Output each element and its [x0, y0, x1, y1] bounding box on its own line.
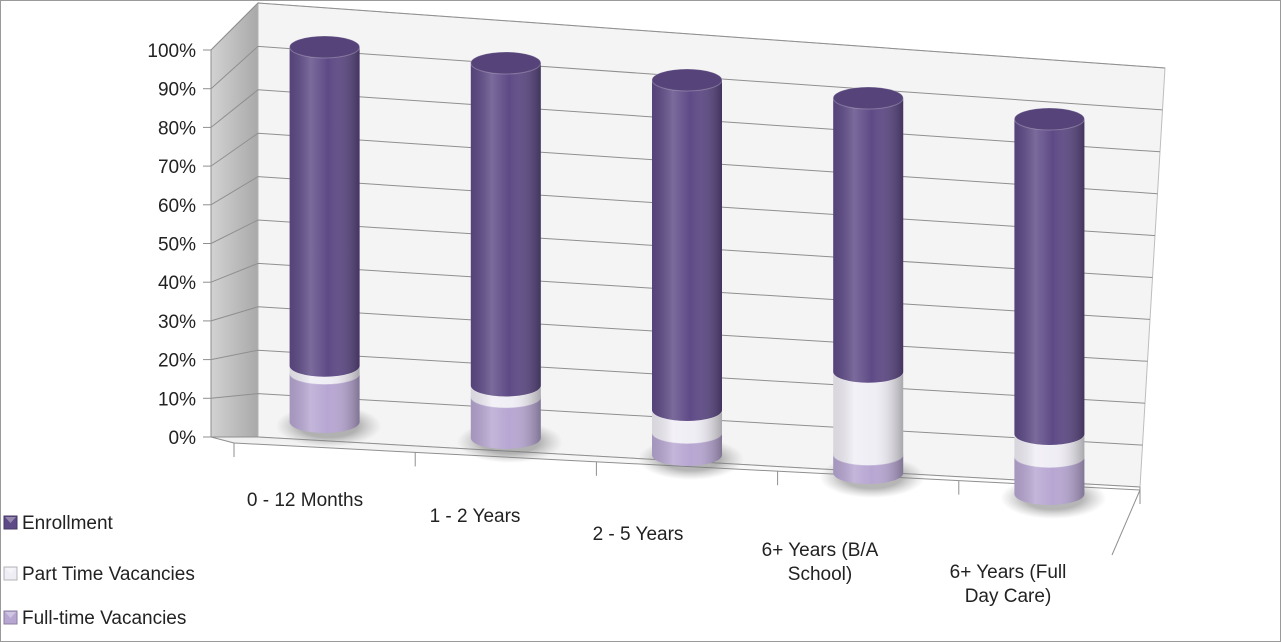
y-tick-label: 0%	[169, 428, 197, 449]
segment-shading	[833, 371, 904, 466]
bar-segment	[651, 68, 723, 421]
segment-cap	[289, 35, 361, 59]
segment-cap	[470, 51, 542, 75]
segment-cap	[651, 68, 723, 92]
y-tick-label: 40%	[158, 273, 196, 294]
legend-swatch	[3, 566, 18, 581]
segment-shading	[289, 373, 360, 433]
legend-label: Enrollment	[22, 513, 114, 534]
legend-swatch	[3, 610, 18, 625]
segment-shading	[1014, 119, 1085, 446]
y-tick-label: 30%	[158, 312, 196, 333]
cylinder-bar	[638, 68, 744, 480]
segment-shading	[289, 47, 360, 377]
cylinder-bars	[275, 35, 1107, 519]
y-tick-label: 60%	[158, 196, 196, 217]
legend-item: Full-time Vacancies	[3, 608, 186, 629]
axes	[203, 49, 1141, 556]
y-tick-label: 50%	[158, 235, 196, 256]
y-tick-label: 80%	[158, 118, 196, 139]
legend-swatch-highlight	[5, 568, 16, 574]
segment-cap	[1013, 107, 1085, 131]
x-category-label: 6+ Years (Full Day Care)	[950, 562, 1067, 607]
cylinder-bar	[456, 51, 563, 463]
x-axis-end-edge	[1111, 489, 1141, 556]
x-category-label: 6+ Years (B/A School)	[762, 540, 879, 585]
bar-segment	[1013, 107, 1085, 446]
cylinder-bar	[819, 86, 926, 498]
cylinder-bar	[275, 35, 382, 447]
x-axis-category-labels: 0 - 12 Months 1 - 2 Years 2 - 5 Years 6+ Ye…	[247, 490, 1066, 607]
legend-swatch	[3, 515, 18, 530]
legend-swatch-highlight	[5, 517, 16, 523]
legend-item: Enrollment	[3, 513, 114, 534]
bar-segment	[832, 86, 904, 383]
legend-label: Part Time Vacancies	[22, 564, 195, 585]
x-category-label: 1 - 2 Years	[430, 506, 521, 527]
y-tick-label: 20%	[158, 351, 196, 372]
legend-swatch-highlight	[5, 612, 16, 618]
bar-segment	[289, 35, 361, 377]
x-category-label: 2 - 5 Years	[593, 524, 684, 545]
y-tick-label: 70%	[158, 157, 196, 178]
segment-shading	[470, 396, 541, 450]
y-tick-label: 90%	[158, 80, 196, 101]
cylinder-bar	[1000, 107, 1107, 519]
bar-segment	[470, 51, 542, 397]
gridline	[210, 2, 1166, 69]
y-tick-label: 100%	[147, 41, 196, 62]
segment-shading	[1014, 456, 1085, 505]
segment-cap	[832, 86, 904, 110]
legend-item: Part Time Vacancies	[3, 564, 195, 585]
legend-label: Full-time Vacancies	[22, 608, 186, 629]
legend: Enrollment Part Time Vacancies Full-time V…	[3, 513, 195, 629]
segment-shading	[833, 98, 904, 383]
floor-side-edge	[210, 436, 235, 444]
y-tick-label: 10%	[158, 389, 196, 410]
y-axis-tick-labels: 0% 10% 20% 30% 40% 50% 60% 70% 80% 90% 100%	[147, 41, 196, 449]
segment-shading	[470, 63, 541, 397]
segment-shading	[652, 80, 722, 421]
x-category-label: 0 - 12 Months	[247, 490, 363, 511]
